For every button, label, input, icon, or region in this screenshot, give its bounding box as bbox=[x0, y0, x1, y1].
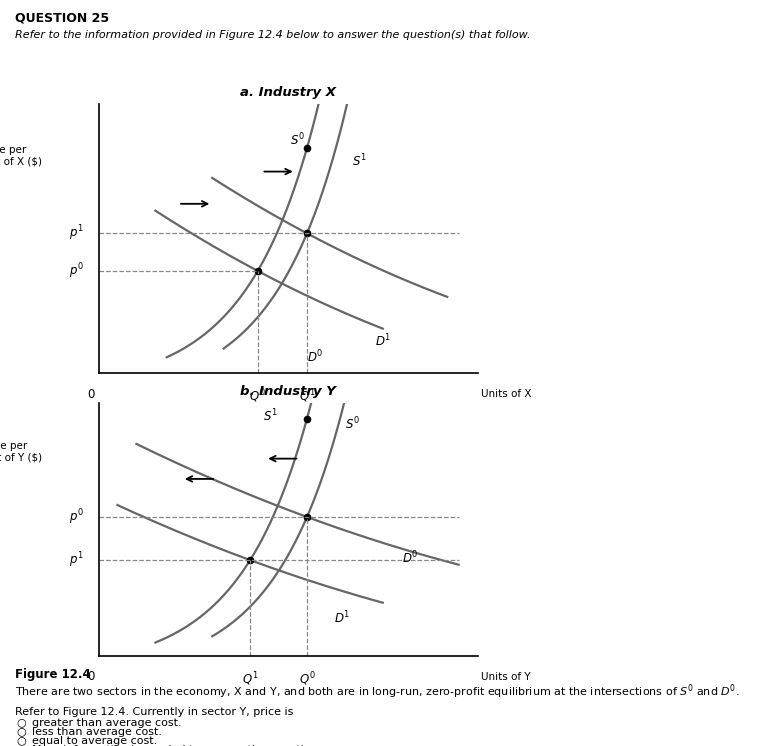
Text: ○: ○ bbox=[17, 718, 27, 727]
Text: $D^0$: $D^0$ bbox=[307, 349, 324, 366]
Text: $D^1$: $D^1$ bbox=[334, 610, 350, 627]
Text: $S^0$: $S^0$ bbox=[345, 416, 360, 432]
Text: $Q^1$: $Q^1$ bbox=[299, 388, 315, 405]
Text: ○: ○ bbox=[17, 727, 27, 736]
Text: $p^1$: $p^1$ bbox=[69, 224, 83, 243]
Text: $p^1$: $p^1$ bbox=[69, 551, 83, 570]
Text: Figure 12.4: Figure 12.4 bbox=[15, 668, 91, 680]
Text: $S^1$: $S^1$ bbox=[264, 408, 278, 424]
Text: Price per
unit of X ($): Price per unit of X ($) bbox=[0, 145, 42, 166]
Text: equal to average cost.: equal to average cost. bbox=[32, 736, 157, 745]
Text: There are two sectors in the economy, X and Y, and both are in long-run, zero-pr: There are two sectors in the economy, X … bbox=[15, 683, 740, 701]
Text: $Q^0$: $Q^0$ bbox=[249, 388, 266, 405]
Text: $D^1$: $D^1$ bbox=[375, 333, 392, 349]
Text: ○: ○ bbox=[17, 736, 27, 745]
Text: Price per
unit of Y ($): Price per unit of Y ($) bbox=[0, 441, 42, 463]
Text: Refer to the information provided in Figure 12.4 below to answer the question(s): Refer to the information provided in Fig… bbox=[15, 30, 531, 40]
Text: QUESTION 25: QUESTION 25 bbox=[15, 11, 109, 24]
Text: More information is needed to answer the question.: More information is needed to answer the… bbox=[32, 745, 321, 746]
Text: ○: ○ bbox=[17, 745, 27, 746]
Text: $p^0$: $p^0$ bbox=[69, 507, 83, 527]
Text: 0: 0 bbox=[87, 388, 95, 401]
Text: less than average cost.: less than average cost. bbox=[32, 727, 162, 736]
Text: 0: 0 bbox=[87, 671, 95, 683]
Text: $p^0$: $p^0$ bbox=[69, 261, 83, 280]
Text: $Q^0$: $Q^0$ bbox=[299, 671, 315, 688]
Text: $S^0$: $S^0$ bbox=[290, 131, 305, 148]
Title: a. Industry X: a. Industry X bbox=[240, 86, 336, 99]
Text: Units of Y: Units of Y bbox=[481, 671, 531, 682]
Text: $D^0$: $D^0$ bbox=[402, 549, 418, 566]
Text: greater than average cost.: greater than average cost. bbox=[32, 718, 181, 727]
Title: b. Industry Y: b. Industry Y bbox=[240, 384, 336, 398]
Text: $Q^1$: $Q^1$ bbox=[242, 671, 258, 688]
Text: $S^1$: $S^1$ bbox=[352, 153, 368, 169]
Text: Units of X: Units of X bbox=[481, 389, 532, 399]
Text: Refer to Figure 12.4. Currently in sector Y, price is: Refer to Figure 12.4. Currently in secto… bbox=[15, 707, 293, 717]
